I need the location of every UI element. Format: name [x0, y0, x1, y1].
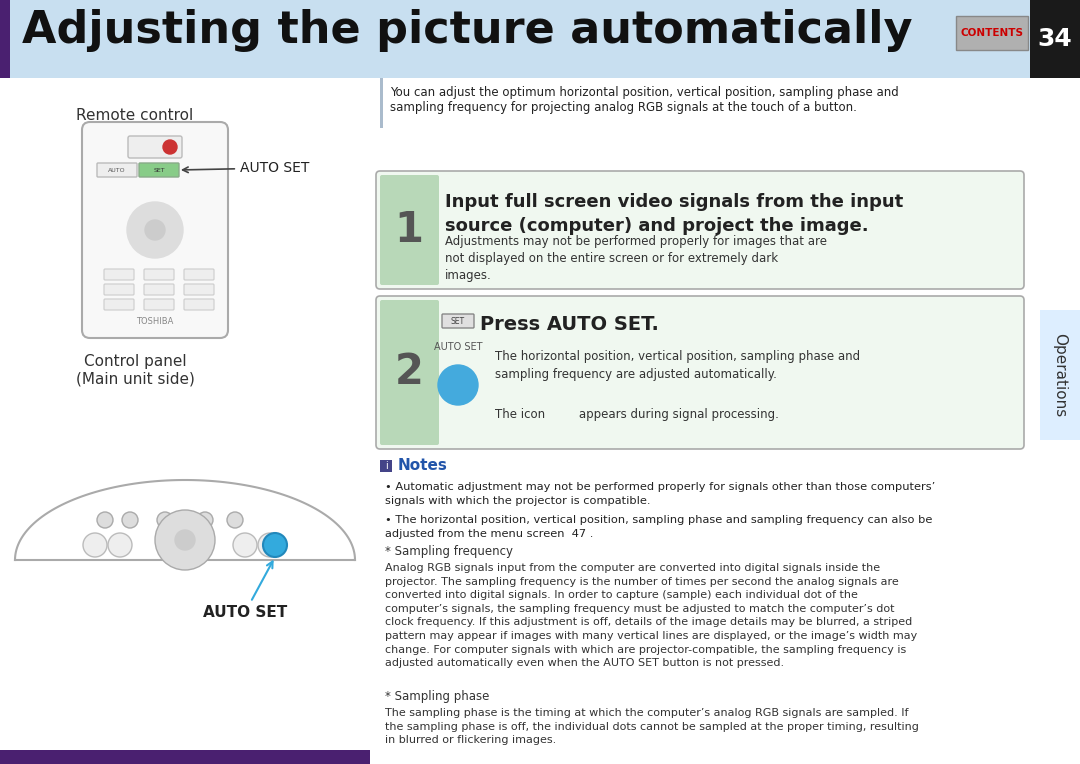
FancyBboxPatch shape	[97, 163, 137, 177]
Circle shape	[438, 365, 478, 405]
Circle shape	[157, 512, 173, 528]
FancyBboxPatch shape	[380, 78, 383, 128]
Text: Remote control: Remote control	[77, 108, 193, 122]
FancyBboxPatch shape	[144, 284, 174, 295]
Text: • The horizontal position, vertical position, sampling phase and sampling freque: • The horizontal position, vertical posi…	[384, 515, 932, 539]
Text: • Automatic adjustment may not be performed properly for signals other than thos: • Automatic adjustment may not be perfor…	[384, 482, 935, 506]
Circle shape	[122, 512, 138, 528]
Circle shape	[108, 533, 132, 557]
Circle shape	[175, 530, 195, 550]
FancyBboxPatch shape	[104, 269, 134, 280]
FancyBboxPatch shape	[0, 750, 370, 764]
Text: The sampling phase is the timing at which the computer’s analog RGB signals are : The sampling phase is the timing at whic…	[384, 708, 919, 745]
Text: Analog RGB signals input from the computer are converted into digital signals in: Analog RGB signals input from the comput…	[384, 563, 917, 668]
FancyBboxPatch shape	[376, 296, 1024, 449]
FancyBboxPatch shape	[380, 175, 438, 285]
Circle shape	[264, 533, 287, 557]
Text: 1: 1	[394, 209, 423, 251]
Text: 34: 34	[1038, 27, 1072, 51]
FancyBboxPatch shape	[956, 16, 1028, 50]
Text: SET: SET	[153, 167, 165, 173]
Text: * Sampling frequency: * Sampling frequency	[384, 545, 513, 558]
Text: Notes: Notes	[399, 458, 448, 474]
Circle shape	[83, 533, 107, 557]
Text: The horizontal position, vertical position, sampling phase and
sampling frequenc: The horizontal position, vertical positi…	[495, 350, 860, 381]
Circle shape	[258, 533, 282, 557]
Circle shape	[233, 533, 257, 557]
FancyBboxPatch shape	[380, 460, 392, 472]
Circle shape	[127, 202, 183, 258]
Text: AUTO SET: AUTO SET	[183, 161, 309, 175]
FancyBboxPatch shape	[1040, 310, 1080, 440]
FancyBboxPatch shape	[0, 0, 10, 78]
FancyBboxPatch shape	[376, 171, 1024, 289]
FancyBboxPatch shape	[129, 136, 183, 158]
FancyBboxPatch shape	[442, 314, 474, 328]
FancyBboxPatch shape	[380, 300, 438, 445]
Text: 2: 2	[394, 351, 423, 393]
FancyBboxPatch shape	[184, 269, 214, 280]
FancyBboxPatch shape	[104, 284, 134, 295]
Text: TOSHIBA: TOSHIBA	[136, 318, 174, 326]
Circle shape	[145, 220, 165, 240]
Text: Adjusting the picture automatically: Adjusting the picture automatically	[22, 9, 913, 52]
FancyBboxPatch shape	[184, 299, 214, 310]
Text: AUTO: AUTO	[108, 167, 125, 173]
Circle shape	[163, 140, 177, 154]
FancyBboxPatch shape	[82, 122, 228, 338]
Text: Control panel
(Main unit side): Control panel (Main unit side)	[76, 354, 194, 386]
Circle shape	[197, 512, 213, 528]
FancyBboxPatch shape	[184, 284, 214, 295]
Circle shape	[227, 512, 243, 528]
Circle shape	[97, 512, 113, 528]
Text: Input full screen video signals from the input
source (computer) and project the: Input full screen video signals from the…	[445, 193, 903, 235]
Text: AUTO SET: AUTO SET	[203, 562, 287, 620]
Text: AUTO SET: AUTO SET	[434, 342, 483, 352]
Text: You can adjust the optimum horizontal position, vertical position, sampling phas: You can adjust the optimum horizontal po…	[390, 86, 899, 114]
Text: i: i	[384, 461, 388, 471]
FancyBboxPatch shape	[1030, 0, 1080, 78]
FancyBboxPatch shape	[139, 163, 179, 177]
Text: * Sampling phase: * Sampling phase	[384, 690, 489, 703]
FancyBboxPatch shape	[104, 299, 134, 310]
Text: Press AUTO SET.: Press AUTO SET.	[480, 315, 659, 334]
Text: The icon         appears during signal processing.: The icon appears during signal processin…	[495, 408, 779, 421]
Circle shape	[156, 510, 215, 570]
FancyBboxPatch shape	[0, 78, 370, 758]
Text: Adjustments may not be performed properly for images that are
not displayed on t: Adjustments may not be performed properl…	[445, 235, 827, 282]
FancyBboxPatch shape	[144, 299, 174, 310]
Text: Operations: Operations	[1053, 333, 1067, 417]
FancyBboxPatch shape	[0, 0, 1080, 78]
Text: SET: SET	[451, 316, 465, 325]
Text: CONTENTS: CONTENTS	[960, 28, 1024, 38]
FancyBboxPatch shape	[144, 269, 174, 280]
